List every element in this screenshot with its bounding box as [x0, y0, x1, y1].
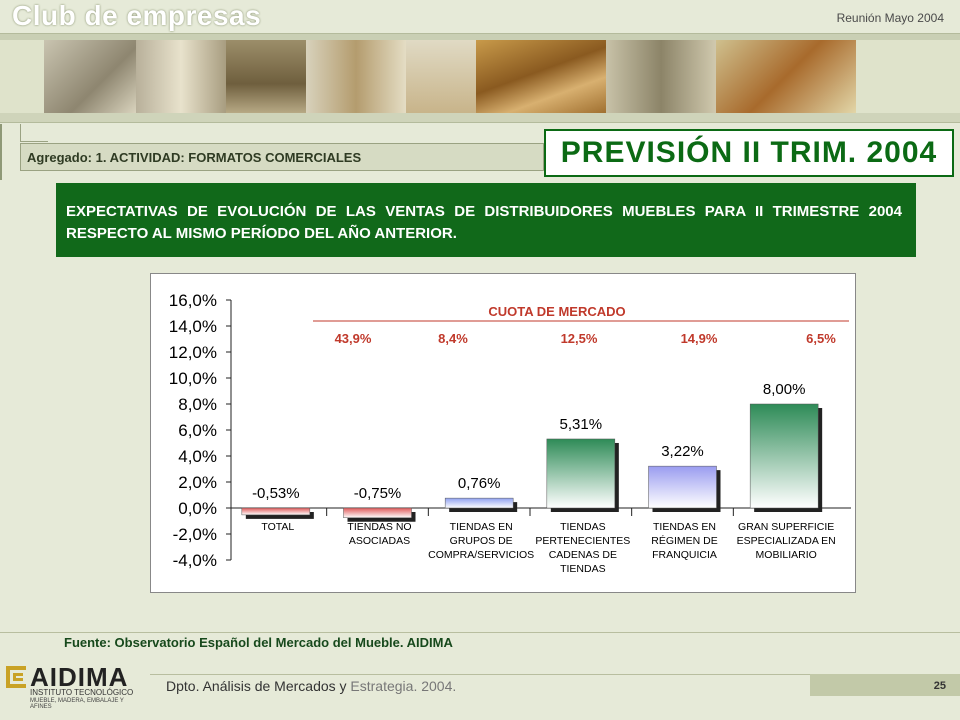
footer-line	[150, 674, 810, 675]
department-year: Estrategia. 2004.	[350, 678, 457, 694]
cuota-value: 12,5%	[561, 331, 598, 346]
agregado-label: Agregado: 1. ACTIVIDAD: FORMATOS COMERCI…	[20, 143, 544, 171]
app-title: Club de empresas	[12, 0, 262, 31]
cuota-value: 43,9%	[335, 331, 372, 346]
photo-wood	[476, 40, 606, 113]
category-label: GRAN SUPERFICIE	[738, 521, 834, 533]
photo-chair	[44, 40, 136, 113]
page-number: 25	[810, 674, 960, 696]
bar-shadow	[245, 512, 314, 519]
meeting-label: Reunión Mayo 2004	[836, 11, 944, 25]
bar-value-label: 3,22%	[661, 443, 704, 460]
photo-workshop	[226, 40, 306, 113]
category-label: TIENDAS	[560, 521, 606, 533]
category-label: TOTAL	[261, 521, 294, 533]
expectations-banner: EXPECTATIVAS DE EVOLUCIÓN DE LAS VENTAS …	[56, 183, 916, 257]
y-tick-label: 10,0%	[169, 369, 217, 388]
bar-value-label: 8,00%	[763, 381, 806, 398]
category-label: TIENDAS EN	[450, 521, 513, 533]
category-label: FRANQUICIA	[652, 549, 717, 561]
y-tick-label: -2,0%	[173, 525, 217, 544]
category-label: ESPECIALIZADA EN	[737, 535, 836, 547]
cuota-value: 8,4%	[438, 331, 468, 346]
bar-value-label: -0,75%	[354, 485, 402, 502]
y-tick-label: 12,0%	[169, 343, 217, 362]
category-label: CADENAS DE	[549, 549, 617, 561]
photo-factory	[606, 40, 716, 113]
header-divider	[0, 33, 788, 40]
cuota-title: CUOTA DE MERCADO	[488, 304, 625, 319]
department-name: Dpto. Análisis de Mercados y	[166, 678, 347, 694]
photo-strip-base	[0, 113, 960, 123]
y-tick-label: 14,0%	[169, 317, 217, 336]
category-label: TIENDAS NO	[347, 521, 411, 533]
category-label: MOBILIARIO	[756, 549, 817, 561]
bar-value-label: 5,31%	[560, 416, 603, 433]
aidima-logo-tagline: MUEBLE, MADERA, EMBALAJE Y AFINES	[30, 698, 124, 710]
left-accent	[0, 124, 2, 180]
photo-shelves	[306, 40, 406, 113]
bar	[444, 497, 514, 509]
aidima-logo-name: AIDIMA	[30, 662, 129, 692]
bar-value-label: -0,53%	[252, 485, 300, 502]
chart-canvas: 16,0% 14,0% 12,0% 10,0% 8,0% 6,0% 4,0% 2,0% 0,0%…	[169, 291, 851, 575]
department-credit: Dpto. Análisis de Mercados y Estrategia.…	[166, 678, 456, 694]
agregado-bracket	[20, 124, 48, 142]
category-label: ASOCIADAS	[349, 535, 410, 547]
aidima-logo: AIDIMA INSTITUTO TECNOLÓGICO MUEBLE, MAD…	[6, 662, 146, 710]
bar	[241, 507, 311, 516]
category-label: RÉGIMEN DE	[651, 534, 718, 547]
category-label: TIENDAS	[560, 563, 606, 575]
prevision-title: PREVISIÓN II TRIM. 2004	[544, 129, 954, 177]
category-label: COMPRA/SERVICIOS	[428, 549, 534, 561]
category-label: GRUPOS DE	[450, 535, 513, 547]
photo-banner	[0, 40, 960, 113]
bar	[343, 507, 412, 518]
bar	[648, 465, 717, 509]
footer-divider	[0, 632, 960, 633]
aidima-logo-mark	[6, 666, 26, 688]
bar	[749, 403, 819, 509]
photo-furniture	[716, 40, 856, 113]
y-tick-label: -4,0%	[173, 551, 217, 570]
cuota-value: 14,9%	[681, 331, 718, 346]
cuota-value: 6,5%	[806, 331, 836, 346]
photo-blank	[406, 40, 476, 113]
y-tick-label: 8,0%	[178, 395, 217, 414]
aidima-logo-subtitle: INSTITUTO TECNOLÓGICO	[30, 688, 134, 697]
sales-expectation-chart: 16,0% 14,0% 12,0% 10,0% 8,0% 6,0% 4,0% 2,0% 0,0%…	[150, 273, 856, 593]
y-tick-label: 16,0%	[169, 291, 217, 310]
y-tick-label: 2,0%	[178, 473, 217, 492]
bar-value-label: 0,76%	[458, 475, 501, 492]
bar	[546, 438, 616, 509]
category-label: TIENDAS EN	[653, 521, 716, 533]
y-tick-label: 0,0%	[178, 499, 217, 518]
photo-room	[136, 40, 226, 113]
source-note: Fuente: Observatorio Español del Mercado…	[64, 635, 453, 650]
y-tick-label: 4,0%	[178, 447, 217, 466]
y-tick-label: 6,0%	[178, 421, 217, 440]
aidima-logo-mark-inner	[13, 673, 23, 681]
category-label: PERTENECIENTES	[535, 535, 630, 547]
header-divider-right	[788, 33, 960, 40]
